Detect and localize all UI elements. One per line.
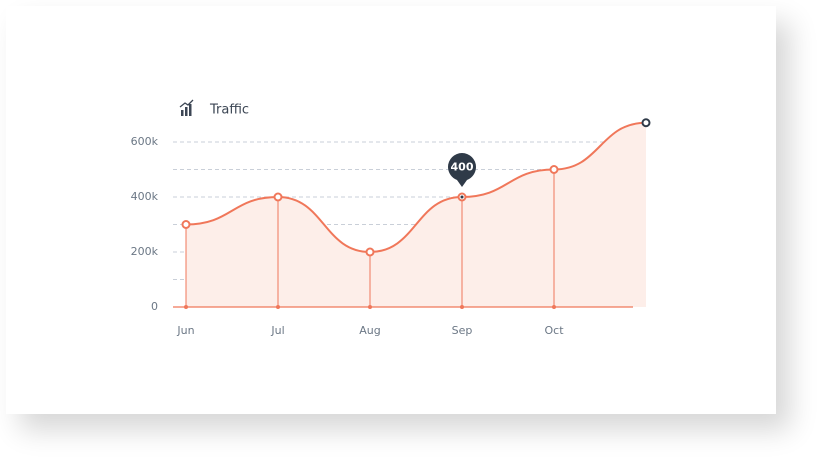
- chart-title: Traffic: [209, 103, 249, 118]
- point: [181, 220, 191, 229]
- x-tick-label: Aug: [359, 324, 380, 337]
- tooltip-label: 400: [451, 161, 474, 174]
- point: [641, 118, 651, 128]
- x-tick-label: Oct: [544, 324, 564, 337]
- base-dot: [460, 305, 464, 309]
- x-tick-label: Jun: [176, 324, 194, 337]
- base-dot: [552, 305, 556, 309]
- base-dot: [184, 305, 188, 309]
- base-dot: [276, 305, 280, 309]
- x-tick-label: Sep: [452, 324, 473, 337]
- base-dot: [368, 305, 372, 309]
- tooltip: [448, 153, 476, 187]
- chart-icon: [179, 99, 194, 116]
- area: [186, 122, 646, 307]
- point: [549, 165, 559, 174]
- point: [365, 247, 375, 257]
- y-tick-label: 400k: [131, 190, 159, 203]
- point: [273, 192, 283, 202]
- y-tick-label: 200k: [131, 245, 159, 258]
- point-center: [460, 195, 464, 199]
- y-tick-label: 0: [151, 300, 158, 313]
- y-tick-label: 600k: [131, 135, 159, 148]
- x-tick-label: Jul: [270, 324, 284, 337]
- card: [6, 6, 776, 414]
